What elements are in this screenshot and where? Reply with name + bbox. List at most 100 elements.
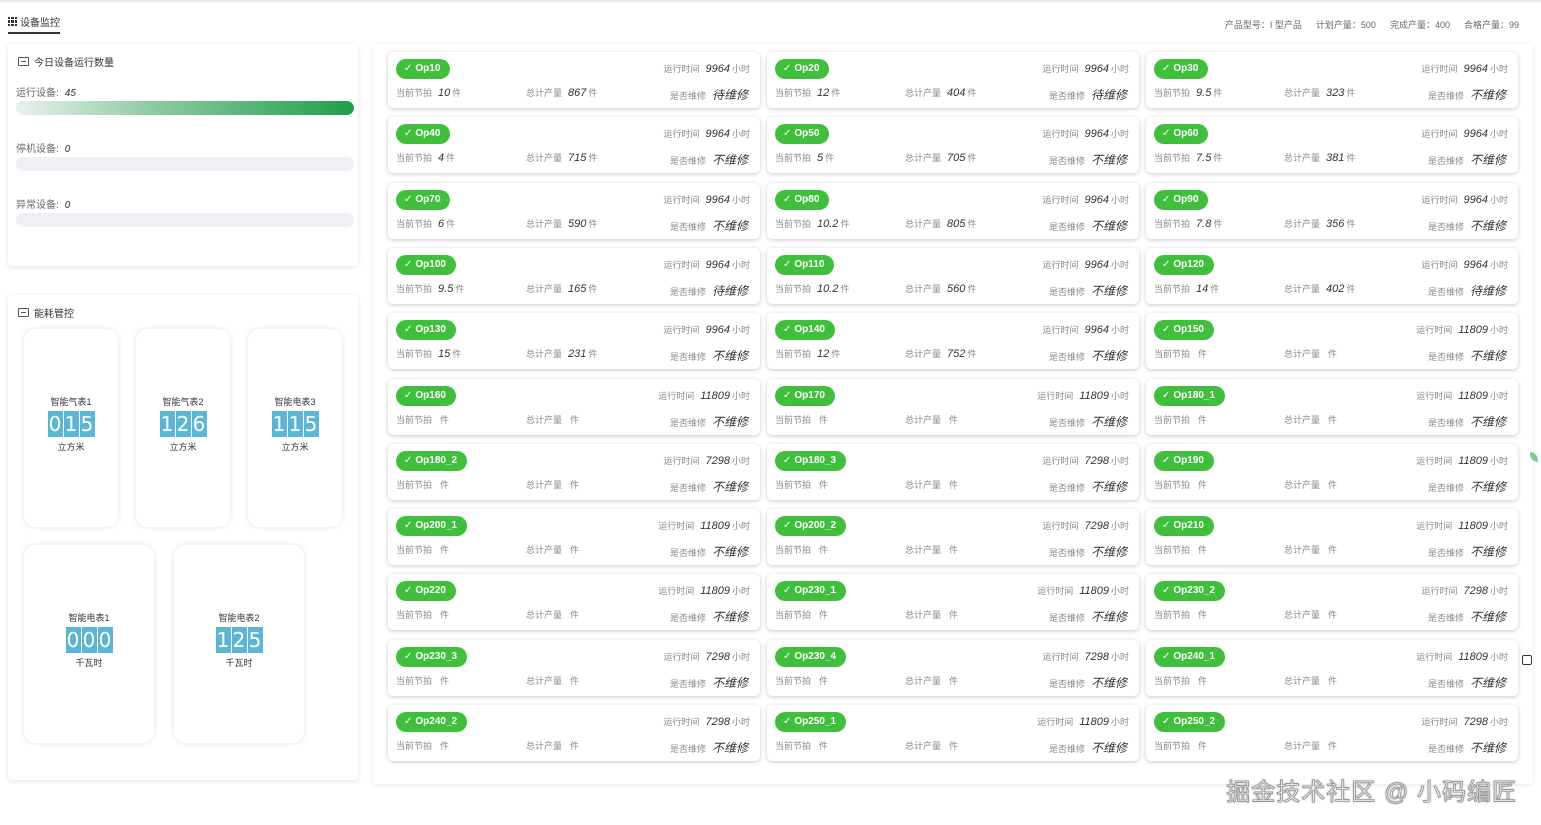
run-time: 运行时间 11809 小时 [1416,389,1508,402]
workstation-card[interactable]: ✓ Op80 运行时间 9964 小时 当前节拍 10.2 件总计产量 805 件是否维修 不维修 [767,182,1139,239]
workstation-card[interactable]: ✓ Op50 运行时间 9964 小时 当前节拍 5 件总计产量 705 件是否维修 不维修 [767,117,1139,174]
repair-value: 不维修 [1469,153,1506,168]
workstation-card[interactable]: ✓ Op230_3 运行时间 7298 小时 当前节拍件总计产量件是否维修 不维修 [388,639,760,696]
leaf-icon[interactable] [1530,452,1538,462]
tab-device-monitor[interactable]: 设备监控 [8,14,60,34]
workstation-status-badge[interactable]: ✓ Op80 [775,189,830,210]
workstation-status-badge[interactable]: ✓ Op100 [396,254,456,275]
workstation-card[interactable]: ✓ Op30 运行时间 9964 小时 当前节拍 9.5 件总计产量 323 件是否维修 不维修 [1146,52,1518,108]
workstation-card[interactable]: ✓ Op130 运行时间 9964 小时 当前节拍 15 件总计产量 231 件是否维修 不维修 [388,313,760,370]
workstation-card[interactable]: ✓ Op120 运行时间 9964 小时 当前节拍 14 件总计产量 402 件是否维修 待维修 [1146,247,1518,304]
workstation-status-badge[interactable]: ✓ Op170 [775,385,835,406]
panel-icon [18,57,29,66]
workstation-card[interactable]: ✓ Op20 运行时间 9964 小时 当前节拍 12 件总计产量 404 件是否维修 待维修 [767,52,1139,108]
workstation-card[interactable]: ✓ Op180_3 运行时间 7298 小时 当前节拍件总计产量件是否维修 不维修 [767,443,1139,500]
workstation-status-badge[interactable]: ✓ Op230_2 [1154,581,1226,602]
beat-label: 当前节拍 [1154,349,1191,360]
workstation-status-badge[interactable]: ✓ Op200_1 [396,516,468,537]
workstation-status-badge[interactable]: ✓ Op10 [396,59,451,79]
workstation-card[interactable]: ✓ Op190 运行时间 11809 小时 当前节拍件总计产量件是否维修 不维修 [1146,443,1518,500]
workstation-card[interactable]: ✓ Op90 运行时间 9964 小时 当前节拍 7.8 件总计产量 356 件是否维修 不维修 [1146,182,1518,239]
workstation-status-badge[interactable]: ✓ Op160 [396,385,456,406]
workstation-status-badge[interactable]: ✓ Op50 [775,124,830,145]
workstation-card[interactable]: ✓ Op250_2 运行时间 7298 小时 当前节拍件总计产量件是否维修 不维修 [1146,705,1518,761]
workstation-card[interactable]: ✓ Op170 运行时间 11809 小时 当前节拍件总计产量件是否维修 不维修 [767,378,1139,435]
repair-status: 是否维修 不维修 [1428,413,1508,430]
workstation-status-badge[interactable]: ✓ Op190 [1154,450,1214,471]
book-icon[interactable] [1522,655,1532,665]
meter-digit: 5 [247,627,263,653]
workstation-status-badge[interactable]: ✓ Op200_2 [775,516,847,537]
workstation-card[interactable]: ✓ Op100 运行时间 9964 小时 当前节拍 9.5 件总计产量 165 件是否维修 待维修 [388,247,760,304]
energy-meter-card: 智能电表1 0 0 0 千瓦时 [24,545,154,743]
workstation-card[interactable]: ✓ Op230_4 运行时间 7298 小时 当前节拍件总计产量件是否维修 不维修 [767,639,1139,696]
run-time-label: 运行时间 [1416,325,1453,336]
workstation-status-badge[interactable]: ✓ Op30 [1154,59,1209,79]
repair-status: 是否维修 不维修 [1049,478,1129,495]
workstation-card[interactable]: ✓ Op240_1 运行时间 11809 小时 当前节拍件总计产量件是否维修 不维修 [1146,639,1518,696]
workstation-id: Op230_1 [794,585,837,597]
repair-label: 是否维修 [1048,417,1085,428]
piece-unit: 件 [570,610,580,621]
workstation-card[interactable]: ✓ Op180_1 运行时间 11809 小时 当前节拍件总计产量件是否维修 不维修 [1146,378,1518,435]
workstation-status-badge[interactable]: ✓ Op230_1 [775,581,847,602]
workstation-status-badge[interactable]: ✓ Op250_2 [1154,712,1226,732]
workstation-card[interactable]: ✓ Op180_2 运行时间 7298 小时 当前节拍件总计产量件是否维修 不维修 [388,443,760,500]
workstation-status-badge[interactable]: ✓ Op130 [396,320,456,341]
repair-label: 是否维修 [669,221,706,232]
check-icon: ✓ [404,324,413,336]
workstation-status-badge[interactable]: ✓ Op250_1 [775,712,847,732]
run-time-label: 运行时间 [1421,259,1458,270]
workstation-card[interactable]: ✓ Op220 运行时间 11809 小时 当前节拍件总计产量件是否维修 不维修 [388,574,760,631]
workstation-status-badge[interactable]: ✓ Op140 [775,320,835,341]
beat-value: 10 [438,87,451,99]
meter-name: 智能气表2 [162,397,204,407]
tab-label: 设备监控 [20,18,60,29]
workstation-status-badge[interactable]: ✓ Op230_4 [775,646,847,667]
piece-unit: 件 [967,88,977,98]
repair-label: 是否维修 [669,156,706,167]
workstation-status-badge[interactable]: ✓ Op70 [396,189,451,210]
run-time-value: 7298 [1084,454,1109,467]
workstation-id: Op10 [415,63,441,74]
workstation-card[interactable]: ✓ Op230_2 运行时间 7298 小时 当前节拍件总计产量件是否维修 不维修 [1146,574,1518,631]
repair-label: 是否维修 [1427,613,1464,624]
workstation-card[interactable]: ✓ Op250_1 运行时间 11809 小时 当前节拍件总计产量件是否维修 不维修 [767,705,1139,761]
workstation-status-badge[interactable]: ✓ Op60 [1154,124,1209,145]
workstation-card[interactable]: ✓ Op70 运行时间 9964 小时 当前节拍 6 件总计产量 590 件是否维修 不维修 [388,182,760,239]
workstation-status-badge[interactable]: ✓ Op210 [1154,516,1214,537]
workstation-status-badge[interactable]: ✓ Op180_1 [1154,385,1226,406]
workstation-status-badge[interactable]: ✓ Op90 [1154,189,1209,210]
piece-unit: 件 [1328,545,1338,556]
workstation-card[interactable]: ✓ Op10 运行时间 9964 小时 当前节拍 10 件总计产量 867 件是否维修 待维修 [388,52,760,108]
workstation-status-badge[interactable]: ✓ Op20 [775,59,830,79]
workstation-status-badge[interactable]: ✓ Op120 [1154,254,1214,275]
workstation-status-badge[interactable]: ✓ Op110 [775,254,835,275]
current-beat: 当前节拍件 [396,413,449,426]
beat-label: 当前节拍 [775,741,812,751]
workstation-status-badge[interactable]: ✓ Op240_2 [396,712,468,732]
workstation-status-badge[interactable]: ✓ Op180_2 [396,450,468,471]
workstation-card[interactable]: ✓ Op230_1 运行时间 11809 小时 当前节拍件总计产量件是否维修 不维修 [767,574,1139,631]
workstation-card[interactable]: ✓ Op200_2 运行时间 7298 小时 当前节拍件总计产量件是否维修 不维修 [767,509,1139,566]
meter-digit: 0 [81,627,97,653]
workstation-card[interactable]: ✓ Op140 运行时间 9964 小时 当前节拍 12 件总计产量 752 件是否维修 不维修 [767,313,1139,370]
workstation-card[interactable]: ✓ Op40 运行时间 9964 小时 当前节拍 4 件总计产量 715 件是否维修 不维修 [388,117,760,174]
run-time-label: 运行时间 [1421,586,1458,597]
workstation-status-badge[interactable]: ✓ Op40 [396,124,451,145]
workstation-card[interactable]: ✓ Op200_1 运行时间 11809 小时 当前节拍件总计产量件是否维修 不维修 [388,509,760,566]
run-time-label: 运行时间 [658,586,695,597]
workstation-card[interactable]: ✓ Op240_2 运行时间 7298 小时 当前节拍件总计产量件是否维修 不维修 [388,705,760,761]
workstation-card[interactable]: ✓ Op210 运行时间 11809 小时 当前节拍件总计产量件是否维修 不维修 [1146,509,1518,566]
workstation-status-badge[interactable]: ✓ Op150 [1154,320,1214,341]
repair-label: 是否维修 [1048,156,1085,167]
workstation-card[interactable]: ✓ Op150 运行时间 11809 小时 当前节拍件总计产量件是否维修 不维修 [1146,313,1518,370]
workstation-card[interactable]: ✓ Op110 运行时间 9964 小时 当前节拍 10.2 件总计产量 560 件是否维修 不维修 [767,247,1139,304]
workstation-status-badge[interactable]: ✓ Op240_1 [1154,646,1226,667]
workstation-card[interactable]: ✓ Op160 运行时间 11809 小时 当前节拍件总计产量件是否维修 不维修 [388,378,760,435]
repair-value: 不维修 [1090,479,1127,494]
workstation-status-badge[interactable]: ✓ Op180_3 [775,450,847,471]
workstation-status-badge[interactable]: ✓ Op230_3 [396,646,468,667]
workstation-card[interactable]: ✓ Op60 运行时间 9964 小时 当前节拍 7.5 件总计产量 381 件是否维修 不维修 [1146,117,1518,174]
workstation-status-badge[interactable]: ✓ Op220 [396,581,456,602]
